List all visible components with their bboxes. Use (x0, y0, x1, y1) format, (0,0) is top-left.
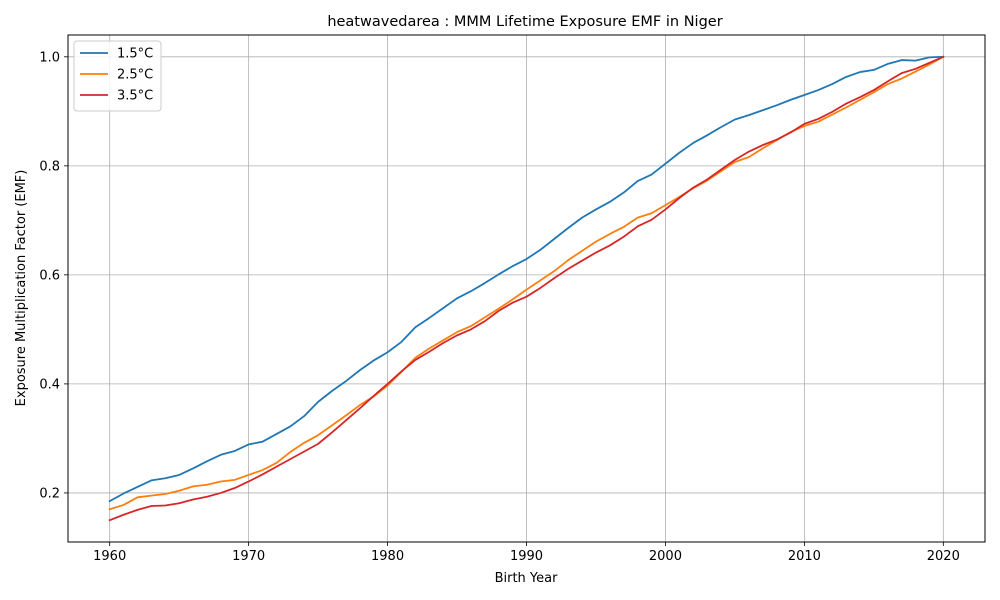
x-tick-label: 2020 (927, 549, 960, 564)
legend-label: 1.5°C (117, 47, 153, 62)
y-tick-label: 0.4 (39, 377, 60, 392)
x-tick-label: 1980 (371, 549, 404, 564)
series-line-2 (108, 55, 945, 522)
y-axis-label: Exposure Multiplication Factor (EMF) (14, 170, 29, 407)
x-axis-label: Birth Year (495, 571, 559, 586)
x-tick-label: 1990 (510, 549, 543, 564)
legend-label: 2.5°C (117, 68, 153, 83)
y-tick-label: 0.2 (39, 486, 60, 501)
series-line-1 (108, 55, 945, 511)
legend-label: 3.5°C (117, 89, 153, 104)
series-lines (108, 55, 945, 522)
y-tick-label: 0.8 (39, 159, 60, 174)
axis-ticks: 1960 1970 1980 1990 2000 2010 2020 0.2 0.4 0.6 0.8… (39, 50, 960, 564)
y-tick-label: 1.0 (39, 50, 60, 65)
series-line-0 (108, 55, 945, 503)
x-tick-label: 2010 (788, 549, 821, 564)
legend: 1.5°C 2.5°C 3.5°C (73, 40, 162, 112)
x-tick-label: 1970 (232, 549, 265, 564)
y-tick-label: 0.6 (39, 268, 60, 283)
x-tick-label: 1960 (93, 549, 126, 564)
x-tick-label: 2000 (649, 549, 682, 564)
chart-title: heatwavedarea : MMM Lifetime Exposure EM… (327, 14, 722, 30)
legend-box (73, 40, 162, 112)
